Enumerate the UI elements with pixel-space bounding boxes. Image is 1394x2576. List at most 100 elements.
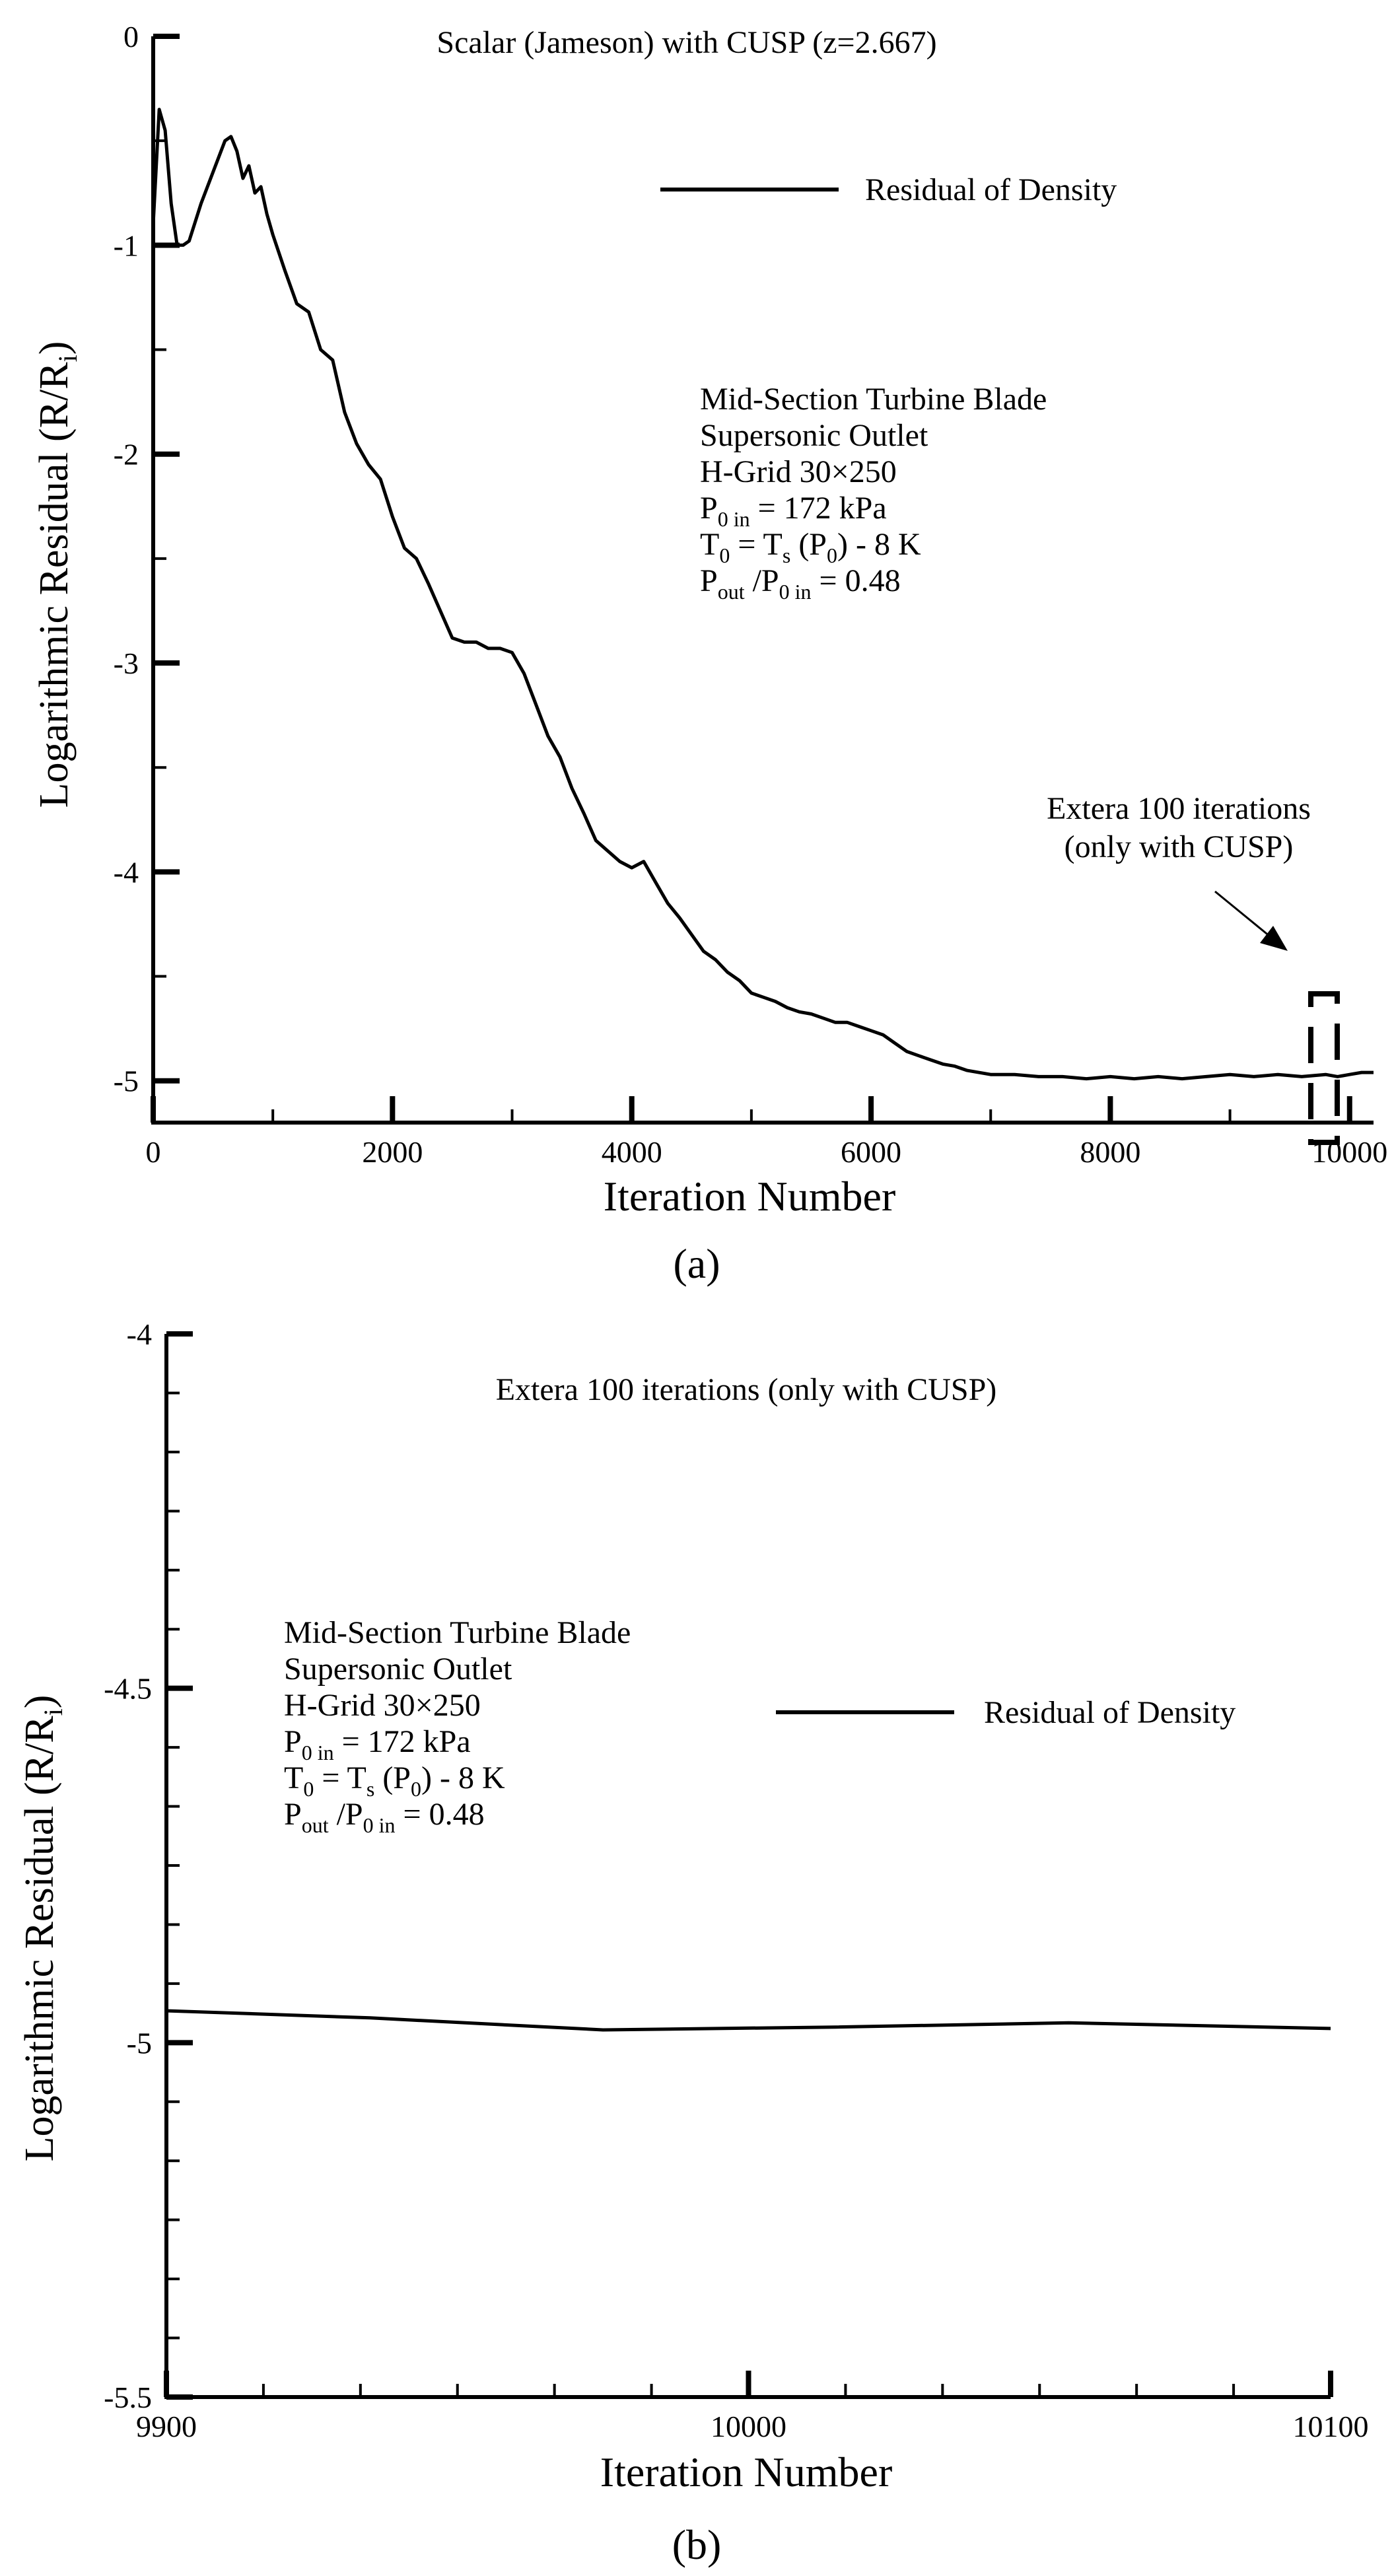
chart-a-annotation-line-2: H-Grid 30×250 — [700, 454, 897, 489]
chart-b-panel-label: (b) — [672, 2521, 722, 2568]
chart-a-panel-label: (a) — [673, 1240, 720, 1287]
chart-panel-a: Scalar (Jameson) with CUSP (z=2.667) Res… — [32, 20, 1387, 1287]
chart-b-annotation-line-4-part-6: ) - 8 K — [421, 1760, 505, 1795]
chart-a-annotation-line-4: T0 = Ts (P0) - 8 K — [700, 527, 921, 567]
chart-a-callout-line-1: Extera 100 iterations — [1047, 791, 1311, 826]
chart-a-annotation-line-1: Supersonic Outlet — [700, 418, 928, 453]
chart-b-ticks — [164, 1331, 1333, 2400]
chart-a-y-tick-label-1: -1 — [114, 228, 139, 262]
chart-b-annotation-line-3-part-0: P — [284, 1724, 302, 1759]
chart-a-annotation-line-5-part-4: = 0.48 — [812, 563, 901, 598]
chart-b-axes — [164, 1334, 1331, 2399]
chart-a-annotation-line-3-part-0: P — [700, 491, 718, 526]
chart-b-y-axis-label-main: Logarithmic Residual (R/R — [17, 1716, 62, 2162]
chart-b-annotation-line-5-part-1: out — [302, 1813, 329, 1837]
chart-b-annotation-line-0: Mid-Section Turbine Blade — [284, 1615, 631, 1650]
chart-a-zoom-box — [1308, 991, 1340, 1145]
chart-b-annotation-line-1-part-0: Supersonic Outlet — [284, 1652, 512, 1687]
chart-a-series-0-line — [151, 108, 1374, 1081]
chart-b-annotation-line-5-part-0: P — [284, 1797, 302, 1832]
chart-a-x-tick-label-1: 2000 — [362, 1135, 423, 1169]
chart-a-annotation-line-3-part-2: = 172 kPa — [750, 491, 887, 526]
chart-a-ticks — [151, 34, 1352, 1123]
chart-b-annotation-line-5-part-2: /P — [329, 1797, 363, 1832]
chart-b-series — [166, 2009, 1331, 2032]
chart-a-annotation-line-5-part-0: P — [700, 563, 718, 598]
chart-a-x-tick-label-4: 8000 — [1080, 1135, 1140, 1169]
chart-b-annotation-line-2: H-Grid 30×250 — [284, 1688, 481, 1723]
chart-b-x-tick-label-0: 9900 — [136, 2410, 197, 2443]
chart-a-callout-arrow — [1214, 890, 1274, 940]
chart-a-y-axis-label-main: Logarithmic Residual (R/R — [32, 362, 77, 808]
chart-b-series-0-line — [166, 2009, 1331, 2032]
chart-a-annotation-line-2-part-0: H-Grid 30×250 — [700, 454, 897, 489]
chart-a-annotation-line-4-part-2: = T — [730, 527, 783, 562]
chart-b-y-axis-label-sub: i — [38, 1708, 68, 1716]
chart-a-annotation-line-1-part-0: Supersonic Outlet — [700, 418, 928, 453]
chart-b-annotation-line-3: P0 in = 172 kPa — [284, 1724, 471, 1764]
chart-b-annotation-line-4-part-0: T — [284, 1760, 303, 1795]
chart-a-y-tick-label-3: -3 — [114, 646, 139, 680]
chart-b-annotation-line-4-part-1: 0 — [303, 1777, 314, 1801]
chart-a-series — [151, 108, 1374, 1081]
chart-a-callout: Extera 100 iterations (only with CUSP) — [1047, 791, 1340, 1145]
chart-b-title: Extera 100 iterations (only with CUSP) — [496, 1372, 997, 1407]
chart-b-annotation-line-5-part-3: 0 in — [363, 1813, 396, 1837]
chart-b-tick-labels: 9900 10000 10100 -4 -4.5 -5 -5.5 — [104, 1317, 1368, 2443]
chart-a-y-tick-label-2: -2 — [114, 438, 139, 471]
chart-a-y-axis-label: Logarithmic Residual (R/Ri) — [32, 341, 83, 808]
chart-a-legend: Residual of Density — [660, 172, 1117, 207]
chart-b-annotation-line-4-part-3: s — [366, 1777, 374, 1801]
chart-a-annotation-line-4-part-1: 0 — [719, 543, 730, 567]
chart-b-annotation-line-4: T0 = Ts (P0) - 8 K — [284, 1760, 505, 1801]
chart-b-annotation-line-2-part-0: H-Grid 30×250 — [284, 1688, 481, 1723]
chart-a-annotation-line-4-part-6: ) - 8 K — [837, 527, 921, 562]
chart-a-annotation-line-0: Mid-Section Turbine Blade — [700, 382, 1047, 417]
chart-a-y-tick-label-4: -4 — [114, 855, 139, 889]
chart-b-y-axis-label: Logarithmic Residual (R/Ri) — [17, 1695, 68, 2162]
chart-a-y-tick-label-5: -5 — [114, 1064, 139, 1098]
chart-b-legend: Residual of Density — [776, 1695, 1236, 1730]
chart-a-annotation-line-5-part-3: 0 in — [779, 580, 812, 604]
chart-b-annotation-line-1: Supersonic Outlet — [284, 1652, 512, 1687]
chart-b-annotation-line-5-part-4: = 0.48 — [396, 1797, 485, 1832]
chart-b-annotation-line-5: Pout /P0 in = 0.48 — [284, 1797, 485, 1837]
chart-a-callout-arrowhead — [1260, 926, 1288, 951]
chart-a-tick-labels: 0 2000 4000 6000 8000 10000 0 -1 -2 -3 -4 -5 — [114, 20, 1388, 1169]
chart-b-y-tick-label-3: -5.5 — [104, 2381, 152, 2414]
chart-a-y-axis-label-sub: i — [53, 355, 83, 362]
chart-b-annotation-line-0-part-0: Mid-Section Turbine Blade — [284, 1615, 631, 1650]
chart-b-annotation-line-4-part-2: = T — [314, 1760, 366, 1795]
chart-a-annotation-line-3-part-1: 0 in — [718, 507, 750, 531]
chart-b-x-axis-label: Iteration Number — [600, 2449, 893, 2495]
chart-a-annotation-line-4-part-4: (P — [790, 527, 827, 562]
chart-a-annotation-line-4-part-3: s — [783, 543, 790, 567]
chart-b-y-tick-label-1: -4.5 — [104, 1672, 152, 1706]
chart-a-annotation-line-4-part-0: T — [700, 527, 719, 562]
chart-b-x-tick-label-1: 10000 — [711, 2410, 786, 2443]
chart-b-y-tick-label-2: -5 — [127, 2026, 152, 2060]
chart-b-annotation-line-4-part-5: 0 — [411, 1777, 421, 1801]
chart-b-annotation-line-3-part-2: = 172 kPa — [334, 1724, 471, 1759]
chart-a-annotation-line-5-part-1: out — [718, 580, 745, 604]
chart-b-legend-label: Residual of Density — [984, 1695, 1236, 1730]
chart-a-x-axis-label: Iteration Number — [604, 1173, 896, 1220]
chart-b-x-tick-label-2: 10100 — [1293, 2410, 1369, 2443]
chart-b-annotation-line-3-part-1: 0 in — [302, 1741, 334, 1764]
chart-b-annotation-line-4-part-4: (P — [374, 1760, 411, 1795]
chart-a-x-tick-label-5: 10000 — [1311, 1135, 1387, 1169]
chart-a-x-tick-label-2: 4000 — [602, 1135, 662, 1169]
chart-a-annotation-line-5-part-2: /P — [745, 563, 779, 598]
chart-panel-b: Extera 100 iterations (only with CUSP) R… — [17, 1317, 1369, 2568]
chart-a-y-tick-label-0: 0 — [123, 20, 139, 53]
chart-a-callout-line-2: (only with CUSP) — [1064, 829, 1294, 864]
chart-a-title: Scalar (Jameson) with CUSP (z=2.667) — [436, 25, 936, 60]
chart-a-annotation-line-0-part-0: Mid-Section Turbine Blade — [700, 382, 1047, 417]
chart-a-annotation-line-3: P0 in = 172 kPa — [700, 491, 887, 531]
chart-a-annotation-line-4-part-5: 0 — [827, 543, 837, 567]
chart-b-y-tick-label-0: -4 — [127, 1317, 152, 1351]
chart-b-y-axis-label-close: ) — [17, 1695, 62, 1709]
